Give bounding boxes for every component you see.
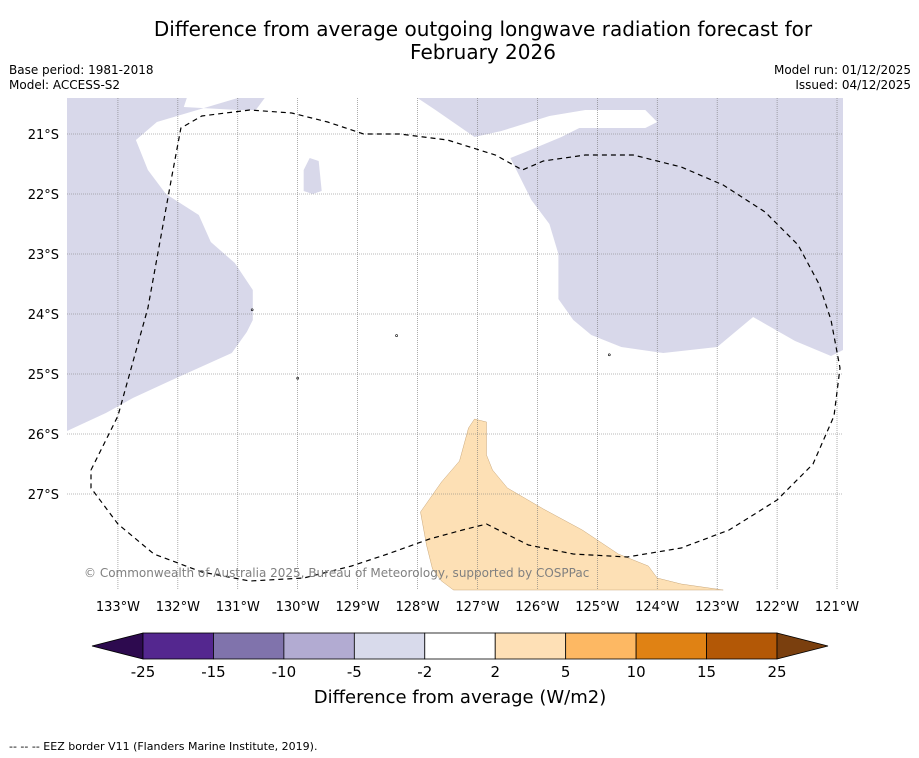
colorbar-tick-label: 10	[627, 663, 646, 681]
chart-title: Difference from average outgoing longwav…	[0, 18, 919, 64]
colorbar-tick-label: -15	[201, 663, 226, 681]
colorbar-bin	[706, 632, 778, 660]
title-line-1: Difference from average outgoing longwav…	[153, 17, 813, 41]
colorbar-bin	[353, 632, 426, 660]
metadata-left: Base period: 1981-2018 Model: ACCESS-S2	[9, 63, 154, 93]
lat-tick-label: 26°S	[28, 428, 59, 443]
colorbar-extend-high	[776, 632, 829, 660]
eez-legend-note: -- -- -- EEZ border V11 (Flanders Marine…	[9, 740, 318, 753]
island-marker	[608, 353, 611, 357]
region-east-light-purple	[417, 98, 843, 356]
island-marker	[395, 334, 398, 337]
issued-date: Issued: 04/12/2025	[795, 78, 911, 92]
anomaly-regions	[67, 98, 843, 591]
lon-tick-label: 126°W	[515, 600, 559, 615]
colorbar-tick-label: -2	[417, 663, 432, 681]
graticule	[67, 98, 843, 590]
lat-tick-label: 22°S	[28, 188, 59, 203]
lon-tick-label: 133°W	[96, 600, 140, 615]
colorbar-tick-label: -10	[272, 663, 297, 681]
colorbar-tick-label: 2	[490, 663, 500, 681]
base-period: Base period: 1981-2018	[9, 63, 154, 77]
lat-tick-label: 24°S	[28, 308, 59, 323]
lat-tick-label: 21°S	[28, 128, 59, 143]
lon-tick-label: 128°W	[395, 600, 439, 615]
colorbar-title: Difference from average (W/m2)	[314, 687, 606, 708]
lon-tick-label: 132°W	[156, 600, 200, 615]
colorbar-extend-low	[91, 632, 144, 660]
lon-tick-label: 122°W	[755, 600, 799, 615]
model-run: Model run: 01/12/2025	[773, 63, 911, 77]
colorbar-bin	[565, 632, 637, 660]
latitude-labels: 21°S 22°S 23°S 24°S 25°S 26°S 27°S	[28, 128, 59, 503]
title-line-2: February 2026	[410, 40, 556, 64]
colorbar-bin	[283, 632, 355, 660]
lat-tick-label: 27°S	[28, 488, 59, 503]
island-marker	[296, 376, 300, 380]
lat-tick-label: 23°S	[28, 248, 59, 263]
lon-tick-label: 127°W	[455, 600, 499, 615]
copyright-text: © Commonwealth of Australia 2025, Bureau…	[84, 566, 589, 580]
colorbar-tick-label: 15	[697, 663, 716, 681]
lon-tick-label: 124°W	[635, 600, 679, 615]
colorbar-tick-label: -25	[131, 663, 156, 681]
colorbar-bin	[494, 632, 567, 660]
colorbar-tick-label: 5	[561, 663, 571, 681]
colorbar-bin	[424, 632, 496, 660]
eez-border	[90, 109, 841, 582]
lon-tick-label: 129°W	[336, 600, 380, 615]
longitude-labels: 133°W 132°W 131°W 130°W 129°W 128°W 127°W 126°W…	[96, 600, 859, 615]
region-small-light-purple	[303, 158, 322, 194]
island-marker	[250, 308, 254, 312]
metadata-right: Model run: 01/12/2025 Issued: 04/12/2025	[774, 63, 911, 93]
lon-tick-label: 130°W	[276, 600, 320, 615]
islands	[250, 308, 611, 380]
colorbar-bin	[213, 632, 285, 660]
region-west-light-purple	[67, 98, 280, 431]
colorbar: -25 -15 -10 -5 -2 2 5 10 15 25	[91, 632, 829, 681]
lon-tick-label: 131°W	[216, 600, 260, 615]
lon-tick-label: 121°W	[815, 600, 859, 615]
colorbar-bin	[142, 632, 214, 660]
lat-tick-label: 25°S	[28, 368, 59, 383]
lon-tick-label: 125°W	[575, 600, 619, 615]
colorbar-bin	[635, 632, 707, 660]
lon-tick-label: 123°W	[695, 600, 739, 615]
region-south-light-orange	[420, 418, 724, 591]
model-name: Model: ACCESS-S2	[9, 78, 121, 92]
colorbar-tick-label: 25	[767, 663, 786, 681]
colorbar-tick-label: -5	[347, 663, 362, 681]
